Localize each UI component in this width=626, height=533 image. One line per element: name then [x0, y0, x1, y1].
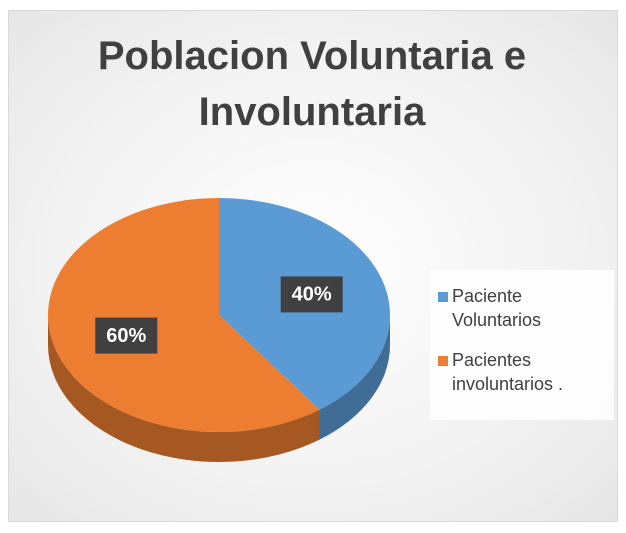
slice-side: [48, 315, 320, 463]
chart-title: Poblacion Voluntaria e Involuntaria: [97, 34, 527, 134]
legend-label: Pacientes involuntarios .: [452, 350, 564, 394]
legend-swatch: [438, 292, 448, 302]
data-label-box: [95, 317, 158, 354]
legend-label: Paciente Voluntarios: [452, 286, 542, 330]
legend-item: Pacientes involuntarios .: [438, 348, 612, 396]
slice-side: [319, 315, 390, 440]
slice-top: [48, 198, 320, 432]
legend-item: Paciente Voluntarios: [438, 284, 612, 332]
data-label: 60%: [106, 325, 146, 347]
data-label: 40%: [292, 284, 332, 306]
legend: Paciente Voluntarios Pacientes involuntar…: [430, 270, 614, 420]
slice: [48, 198, 320, 463]
legend-swatch: [438, 356, 448, 366]
data-label-box: [280, 276, 343, 313]
